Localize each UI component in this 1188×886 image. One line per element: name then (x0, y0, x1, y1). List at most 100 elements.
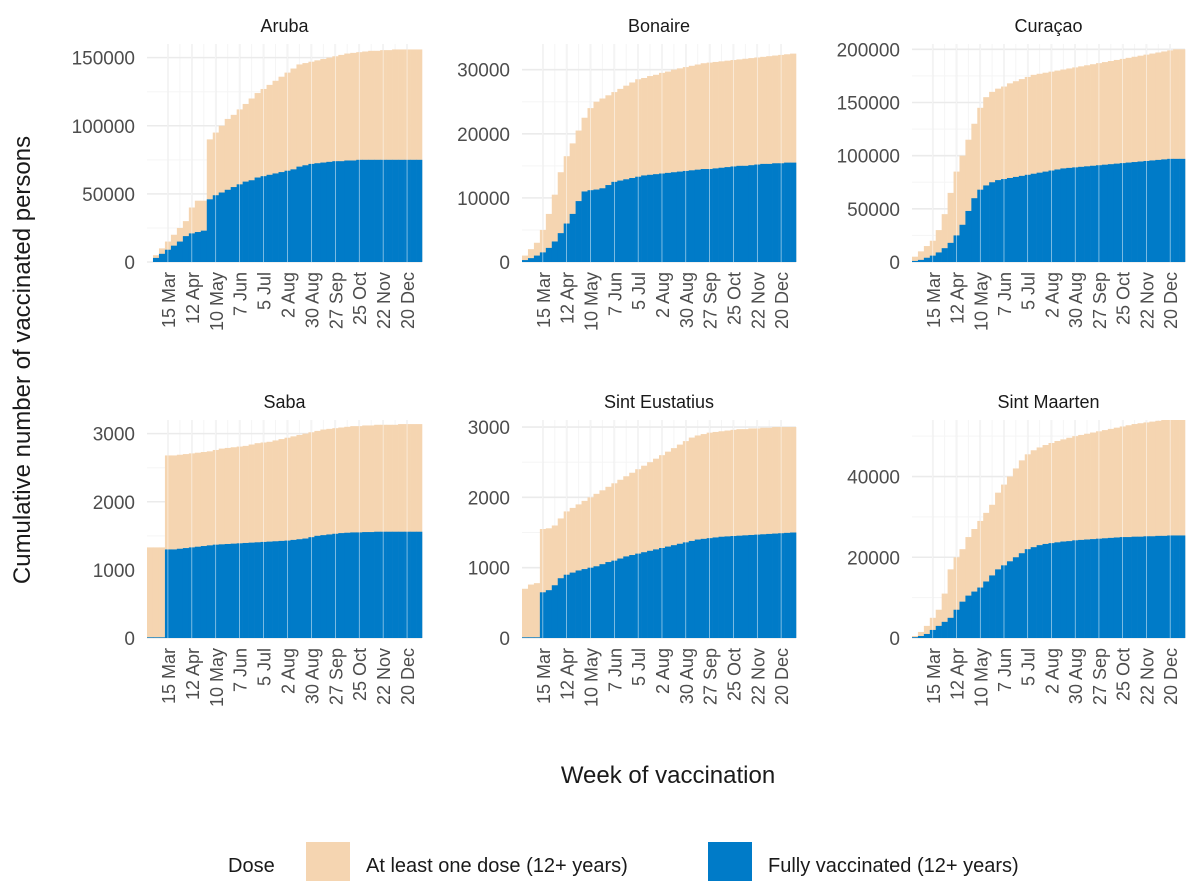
x-tick-label: 2 Aug (1042, 272, 1062, 318)
x-tick-label: 12 Apr (183, 648, 203, 700)
bar-fully (688, 540, 696, 638)
y-tick-label: 200000 (837, 40, 900, 61)
bar-fully (242, 542, 249, 638)
bar-fully (742, 535, 749, 638)
bar-fully (718, 536, 725, 638)
y-tick-label: 20000 (457, 125, 510, 146)
bar-at-least-one (314, 430, 321, 638)
bar-at-least-one (1149, 421, 1156, 638)
y-tick-label: 0 (499, 253, 510, 274)
bar-at-least-one (1054, 440, 1061, 638)
bar-at-least-one (182, 454, 190, 638)
x-tick-label: 12 Apr (558, 272, 578, 324)
bar-fully (1137, 536, 1144, 638)
x-tick-label: 10 May (207, 648, 227, 707)
bar-fully (1137, 161, 1144, 262)
bar-fully (1173, 158, 1180, 262)
y-tick-label: 40000 (847, 468, 900, 489)
bar-fully (230, 187, 237, 262)
bar-fully (760, 163, 767, 262)
bar-fully (760, 534, 767, 638)
bar-fully (551, 585, 559, 638)
bar-at-least-one (326, 57, 333, 262)
bar-at-least-one (712, 431, 719, 638)
bar-fully (302, 538, 309, 638)
bar-fully (599, 188, 606, 262)
y-tick-label: 0 (889, 629, 900, 650)
bar-fully (569, 213, 576, 262)
y-tick-label: 100000 (72, 117, 135, 138)
bar-fully (983, 581, 990, 638)
bar-fully (1018, 553, 1026, 638)
bar-fully (224, 189, 231, 262)
bar-at-least-one (599, 490, 606, 638)
bar-fully (302, 165, 309, 262)
bar-at-least-one (302, 433, 309, 638)
bar-fully (182, 236, 190, 262)
bar-fully (1060, 168, 1067, 262)
bar-fully (718, 167, 725, 262)
x-tick-label: 15 Mar (534, 272, 554, 328)
bar-fully (545, 590, 553, 638)
bar-fully (416, 531, 423, 638)
bar-fully (647, 174, 654, 262)
bar-fully (1012, 176, 1020, 262)
bar-fully (254, 177, 261, 262)
bar-at-least-one (272, 80, 279, 262)
bar-at-least-one (314, 60, 321, 262)
bar-at-least-one (1137, 423, 1144, 638)
panel-aruba: Aruba 0 50000 100000 150000 15 Mar 12 Apr 10 Ma… (72, 16, 423, 331)
y-tick-label: 10000 (457, 189, 510, 210)
bar-fully (766, 533, 773, 638)
legend: Dose At least one dose (12+ years) Fully… (228, 842, 1019, 882)
bar-at-least-one (676, 444, 684, 638)
bar-fully (527, 637, 535, 638)
bar-at-least-one (641, 465, 648, 638)
bar-at-least-one (593, 493, 600, 638)
bar-at-least-one (392, 49, 399, 263)
bar-fully (545, 247, 553, 262)
bar-fully (623, 179, 630, 262)
y-tick-label: 0 (124, 629, 135, 650)
bar-at-least-one (1060, 439, 1067, 638)
x-tick-label: 20 Dec (1161, 648, 1181, 705)
bar-at-least-one (1042, 72, 1049, 263)
x-tick-label: 20 Dec (398, 648, 418, 705)
x-tick-label: 25 Oct (724, 648, 744, 701)
bar-fully (917, 259, 925, 262)
bar-at-least-one (296, 434, 303, 638)
bar-at-least-one (1012, 468, 1020, 638)
bar-fully (206, 545, 214, 638)
y-tick-label: 20000 (847, 548, 900, 569)
x-tick-label: 5 Jul (629, 272, 649, 310)
bar-fully (965, 595, 972, 638)
bar-at-least-one (416, 424, 423, 638)
bar-fully (374, 159, 381, 262)
bar-at-least-one (1113, 427, 1121, 638)
bar-fully (784, 532, 791, 638)
bar-at-least-one (344, 53, 351, 262)
bar-at-least-one (374, 424, 381, 638)
bar-at-least-one (302, 63, 309, 263)
bar-at-least-one (344, 426, 351, 638)
bar-fully (527, 258, 535, 262)
bar-fully (176, 241, 184, 262)
bar-at-least-one (1131, 56, 1138, 263)
x-tick-label: 22 Nov (374, 648, 394, 705)
x-tick-label: 22 Nov (374, 272, 394, 329)
bar-fully (670, 172, 678, 262)
bar-fully (724, 536, 731, 638)
bar-fully (965, 210, 972, 262)
bar-at-least-one (917, 251, 925, 262)
bar-fully (694, 169, 701, 262)
bar-at-least-one (760, 56, 767, 262)
bar-fully (147, 637, 154, 638)
bar-fully (410, 531, 417, 638)
bar-fully (1173, 535, 1180, 638)
bar-fully (1101, 538, 1109, 638)
bar-at-least-one (772, 427, 779, 638)
bar-fully (218, 192, 226, 262)
x-tick-label: 27 Sep (1090, 272, 1110, 329)
bar-at-least-one (1066, 437, 1073, 638)
bar-fully (1084, 166, 1091, 262)
